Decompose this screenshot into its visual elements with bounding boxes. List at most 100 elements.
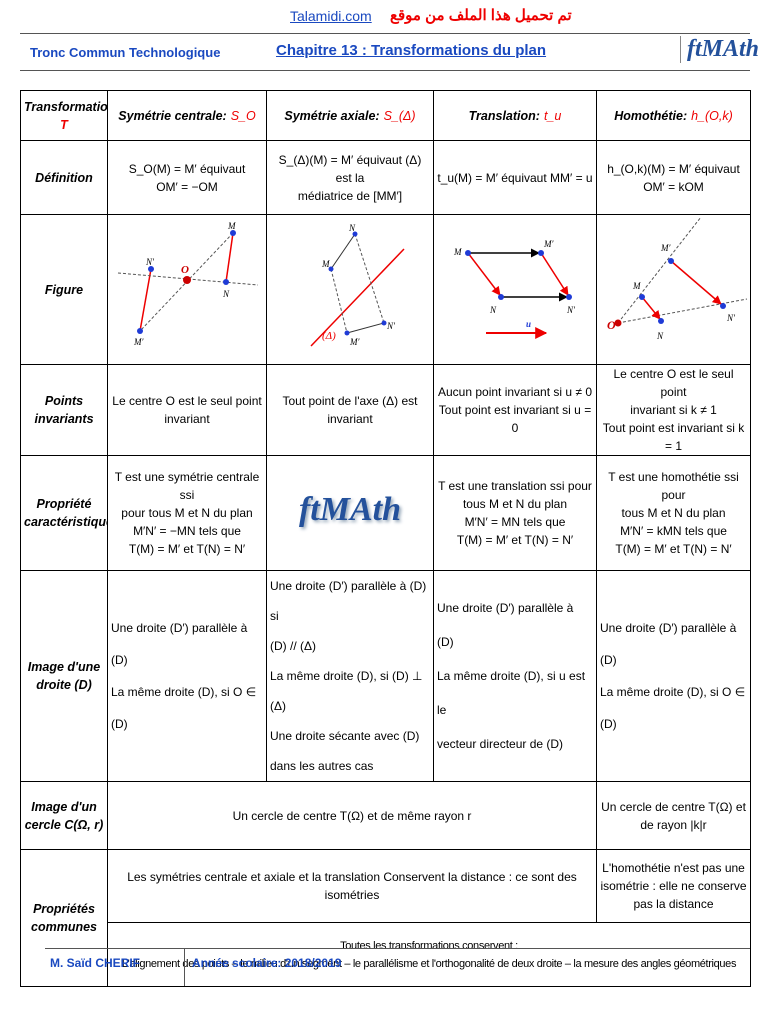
point-label: N′ bbox=[145, 257, 155, 267]
column-symbol: t_u bbox=[543, 108, 562, 123]
cell: Toutes les transformations conservent : L… bbox=[107, 922, 751, 987]
site-link[interactable]: Talamidi.com bbox=[290, 8, 372, 24]
axis-label: (Δ) bbox=[322, 330, 336, 342]
vector-label: u bbox=[526, 319, 531, 329]
text-line: invariant si k ≠ 1 bbox=[630, 403, 717, 417]
arrow bbox=[540, 252, 569, 296]
point bbox=[538, 250, 544, 256]
point bbox=[668, 258, 674, 264]
text-line: Propriétés bbox=[33, 902, 95, 916]
text-line: L'alignement des points – le milieu d'un… bbox=[121, 957, 737, 970]
cell: Tout point de l'axe (Δ) est invariant bbox=[266, 364, 434, 456]
text-line: Points bbox=[44, 394, 84, 408]
row-label: Définition bbox=[20, 140, 108, 215]
point-label: O bbox=[607, 318, 616, 332]
figure-cell: M M′ N N′ u bbox=[433, 214, 597, 365]
header-cell: Symétrie centrale: S_O bbox=[107, 90, 267, 141]
footer-rule bbox=[45, 948, 750, 949]
cell: Une droite (D′) parallèle à (D) La même d… bbox=[107, 570, 267, 782]
text-line: Figure bbox=[44, 282, 84, 297]
point-label: M′ bbox=[660, 243, 671, 253]
text-line: Une droite sécante avec (D) bbox=[270, 729, 420, 743]
text-line: Le centre O est le seul point bbox=[613, 367, 734, 399]
header-cell: Symétrie axiale: S_(Δ) bbox=[266, 90, 434, 141]
text-line: tous M et N du plan bbox=[462, 497, 568, 511]
column-symbol: S_O bbox=[230, 108, 256, 123]
point bbox=[498, 294, 504, 300]
arrow bbox=[670, 260, 722, 305]
text-line: caractéristique bbox=[24, 515, 108, 529]
point bbox=[344, 330, 350, 336]
text-line: médiatrice de [MM′] bbox=[297, 188, 403, 203]
text-line: Image d'une bbox=[27, 660, 101, 674]
text-line: Tout point est invariant si k = 1 bbox=[602, 421, 745, 453]
text-line: M′N′ = kMN tels que bbox=[620, 524, 727, 538]
point bbox=[639, 294, 645, 300]
point-label: N bbox=[348, 223, 356, 233]
cell: Le centre O est le seul point invariant bbox=[107, 364, 267, 456]
cell: T est une symétrie centrale ssi pour tous… bbox=[107, 455, 267, 571]
logo: ftMAth bbox=[680, 36, 759, 63]
arrow bbox=[139, 268, 152, 332]
text-line: La même droite (D), si (D) ⊥ (Δ) bbox=[270, 669, 423, 713]
row: Propriété caractéristique T est une symét… bbox=[20, 455, 751, 571]
cell: Un cercle de centre T(Ω) et de rayon |k|r bbox=[596, 781, 751, 850]
dashed-line bbox=[617, 298, 748, 324]
text-line: T est une symétrie centrale ssi bbox=[114, 470, 260, 502]
point-label: M bbox=[227, 221, 236, 231]
text-line: invariants bbox=[34, 412, 94, 426]
text-line: Une droite (D′) parallèle à (D) bbox=[437, 601, 574, 649]
column-symbol: T bbox=[60, 117, 68, 132]
point-label: M′ bbox=[543, 239, 554, 249]
figure-cell: N M (Δ) M′ N′ bbox=[266, 214, 434, 365]
arrow bbox=[467, 252, 501, 296]
column-symbol: h_(O,k) bbox=[691, 108, 733, 123]
cell: t_u(M) = M′ équivaut MM′ = u bbox=[433, 140, 597, 215]
text-line: Toutes les transformations conservent : bbox=[340, 939, 518, 952]
text-line: Aucun point invariant si u ≠ 0 bbox=[437, 385, 592, 399]
text-line: (D) // (Δ) bbox=[270, 639, 317, 653]
text-line: Image d'un bbox=[31, 799, 97, 814]
text-line: M′N′ = −MN tels que bbox=[133, 524, 241, 538]
text-line: S_(Δ)(M) = M′ équivaut (Δ) est la bbox=[278, 152, 422, 185]
site-arabic: تم تحميل هذا الملف من موقع bbox=[390, 7, 572, 24]
text-line: invariant bbox=[164, 412, 210, 426]
point-label: N′ bbox=[566, 305, 576, 315]
text-line: La même droite (D), si O ∈ (D) bbox=[600, 685, 746, 731]
row: Toutes les transformations conservent : L… bbox=[21, 922, 751, 987]
text-line: Un cercle de centre T(Ω) et de même rayo… bbox=[232, 808, 472, 823]
axis-line bbox=[310, 248, 405, 347]
figure: M M′ N N′ u bbox=[453, 239, 576, 339]
arrow bbox=[641, 296, 661, 320]
cell: T est une homothétie ssi pour tous M et N… bbox=[596, 455, 751, 571]
school-year: Année scolaire: 2018/2019 bbox=[192, 956, 342, 970]
text-line: Une droite (D′) parallèle à (D) si bbox=[270, 579, 427, 623]
text-line: invariant bbox=[327, 412, 373, 426]
logo-cell: ftMAth bbox=[266, 455, 434, 571]
point bbox=[614, 319, 622, 327]
text-line: t_u(M) = M′ équivaut MM′ = u bbox=[437, 170, 593, 185]
point-label: M′ bbox=[349, 337, 360, 347]
point bbox=[658, 318, 664, 324]
text-line: Un cercle de centre T(Ω) et bbox=[601, 799, 746, 814]
text-line: M′N′ = MN tels que bbox=[464, 515, 566, 529]
text-line: Tout point est invariant si u = 0 bbox=[438, 403, 592, 435]
text-line: cercle C(Ω, r) bbox=[24, 817, 104, 832]
text-line: Les symétries centrale et axiale et la t… bbox=[127, 870, 577, 902]
text-line: de rayon |k|r bbox=[640, 817, 707, 832]
cell: S_(Δ)(M) = M′ équivaut (Δ) est la médiatr… bbox=[266, 140, 434, 215]
text-line: La même droite (D), si O ∈ (D) bbox=[111, 685, 257, 731]
row: Propriétés communes Les symétries central… bbox=[20, 849, 751, 987]
text-line: T(M) = M′ et T(N) = N′ bbox=[128, 542, 246, 556]
dashed-line bbox=[617, 216, 702, 324]
point-label: O bbox=[181, 264, 189, 276]
text-line: pour tous M et N du plan bbox=[121, 506, 253, 520]
segment bbox=[330, 233, 356, 270]
column-name: Transformation bbox=[24, 99, 108, 114]
cell: Une droite (D′) parallèle à (D) La même d… bbox=[596, 570, 751, 782]
row: Figure M N′ O N M′ N M (Δ) M′ N′ bbox=[20, 214, 751, 365]
chapter-title: Chapitre 13 : Transformations du plan bbox=[276, 42, 547, 59]
text-line: Définition bbox=[35, 170, 93, 185]
column-name: Translation: bbox=[468, 108, 540, 123]
point bbox=[137, 328, 143, 334]
